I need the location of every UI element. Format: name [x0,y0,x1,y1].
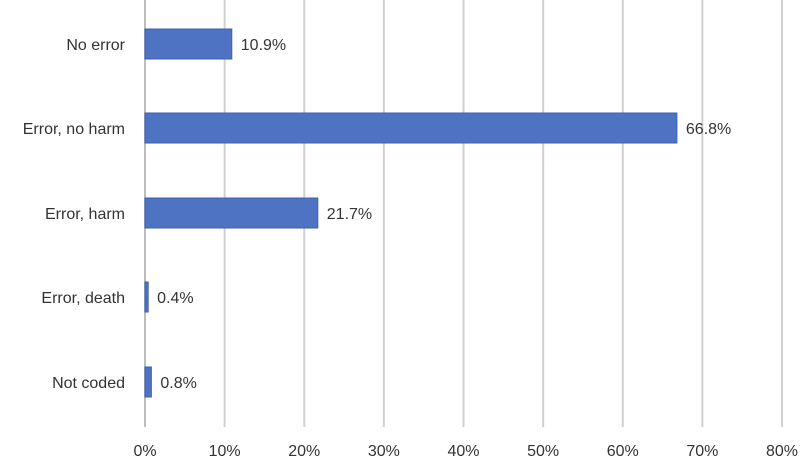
data-label: 21.7% [327,206,372,223]
x-tick-label: 20% [288,443,320,460]
bar [144,197,319,229]
bar [144,281,149,313]
data-label: 0.4% [157,290,193,307]
data-label: 66.8% [686,121,731,138]
x-tick-label: 30% [368,443,400,460]
x-tick-label: 60% [607,443,639,460]
x-tick-label: 10% [209,443,241,460]
category-label: Error, no harm [23,121,125,138]
category-label: Error, harm [45,206,125,223]
bar [144,366,152,398]
category-label: No error [66,37,125,54]
category-label: Not coded [52,375,125,392]
x-tick-label: 80% [766,443,798,460]
label-layer: 0% 10% 20% 30% 40% 50% 60% 70% 80% No error 10.9% E… [23,37,798,460]
bar-layer [144,28,678,398]
data-label: 0.8% [160,375,196,392]
grid-layer [144,0,783,427]
data-label: 10.9% [241,37,286,54]
bar [144,112,678,144]
x-tick-label: 40% [447,443,479,460]
x-tick-label: 70% [686,443,718,460]
x-tick-label: 50% [527,443,559,460]
x-tick-label: 0% [133,443,156,460]
bar [144,28,233,60]
category-label: Error, death [41,290,125,307]
